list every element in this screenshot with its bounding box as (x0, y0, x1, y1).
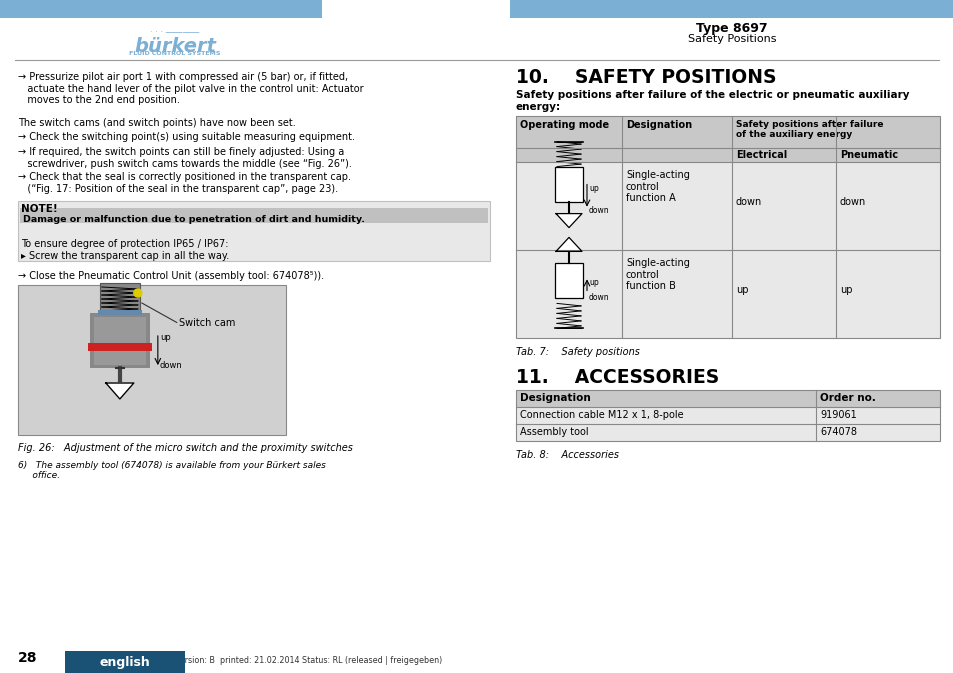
Polygon shape (556, 238, 581, 252)
Bar (65, 651, 185, 673)
Text: down: down (160, 361, 182, 369)
Text: Designation: Designation (519, 393, 590, 403)
Bar (90, 313, 150, 368)
Text: Connection cable M12 x 1, 8-pole: Connection cable M12 x 1, 8-pole (519, 410, 683, 420)
Text: 11.    ACCESSORIES: 11. ACCESSORIES (516, 368, 719, 387)
Text: up: up (840, 285, 852, 295)
Text: up: up (735, 285, 748, 295)
Text: up: up (588, 184, 598, 192)
Text: down: down (735, 197, 761, 207)
Bar (18, 201, 490, 261)
Text: Single-acting
control
function B: Single-acting control function B (625, 258, 689, 291)
Bar (555, 263, 582, 298)
Bar (516, 250, 939, 338)
Text: Damage or malfunction due to penetration of dirt and humidity.: Damage or malfunction due to penetration… (23, 215, 365, 224)
Text: up: up (588, 279, 598, 287)
Text: Fig. 26:   Adjustment of the micro switch and the proximity switches: Fig. 26: Adjustment of the micro switch … (18, 443, 353, 453)
Bar (18, 285, 286, 435)
Text: Safety positions after failure of the electric or pneumatic auxiliary
energy:: Safety positions after failure of the el… (516, 90, 908, 112)
Text: bürkert: bürkert (133, 37, 215, 56)
Text: Electrical: Electrical (735, 150, 786, 160)
Bar (88, 343, 152, 351)
Bar (0, 0, 322, 18)
Text: To ensure degree of protection IP65 / IP67:
▸ Screw the transparent cap in all t: To ensure degree of protection IP65 / IP… (21, 239, 229, 260)
Text: → Close the Pneumatic Control Unit (assembly tool: 674078⁵)).: → Close the Pneumatic Control Unit (asse… (18, 271, 324, 281)
Bar (516, 116, 939, 148)
Circle shape (133, 289, 142, 297)
Text: down: down (588, 293, 609, 302)
Text: → If required, the switch points can still be finely adjusted: Using a
   screwd: → If required, the switch points can sti… (18, 147, 352, 169)
Text: FLUID CONTROL SYSTEMS: FLUID CONTROL SYSTEMS (129, 51, 220, 56)
Bar (516, 390, 939, 441)
Bar (516, 116, 939, 338)
Polygon shape (106, 383, 133, 399)
Text: 10.    SAFETY POSITIONS: 10. SAFETY POSITIONS (516, 68, 776, 87)
Polygon shape (556, 213, 581, 227)
Text: Switch cam: Switch cam (178, 318, 235, 328)
Text: 674078: 674078 (820, 427, 856, 437)
Text: Tab. 7:    Safety positions: Tab. 7: Safety positions (516, 347, 639, 357)
Bar (516, 148, 939, 162)
Text: MAN  1000189685  ML  Version: B  printed: 21.02.2014 Status: RL (released | frei: MAN 1000189685 ML Version: B printed: 21… (80, 656, 442, 665)
Bar (555, 167, 582, 202)
Text: · · · ――――: · · · ―――― (151, 28, 199, 37)
Bar (98, 310, 142, 315)
Text: Safety positions after failure
of the auxiliary energy: Safety positions after failure of the au… (735, 120, 882, 139)
Text: The switch cams (and switch points) have now been set.: The switch cams (and switch points) have… (18, 118, 295, 128)
Bar (100, 283, 140, 313)
Text: Order no.: Order no. (820, 393, 875, 403)
Bar (516, 162, 939, 250)
Bar (93, 317, 146, 365)
Text: → Check that the seal is correctly positioned in the transparent cap.
   (“Fig. : → Check that the seal is correctly posit… (18, 172, 351, 194)
Text: Operating mode: Operating mode (519, 120, 608, 130)
Text: NOTE!: NOTE! (21, 204, 58, 214)
Text: Type 8697: Type 8697 (696, 22, 767, 35)
Text: 28: 28 (18, 651, 38, 665)
Text: down: down (840, 197, 865, 207)
Bar (516, 424, 939, 441)
Text: Safety Positions: Safety Positions (687, 34, 776, 44)
Bar (510, 0, 953, 18)
Text: → Pressurize pilot air port 1 with compressed air (5 bar) or, if fitted,
   actu: → Pressurize pilot air port 1 with compr… (18, 72, 363, 105)
Text: 6)   The assembly tool (674078) is available from your Bürkert sales
     office: 6) The assembly tool (674078) is availab… (18, 461, 326, 481)
Text: Tab. 8:    Accessories: Tab. 8: Accessories (516, 450, 618, 460)
Text: Pneumatic: Pneumatic (840, 150, 897, 160)
Bar (516, 407, 939, 424)
Text: down: down (588, 205, 609, 215)
Text: Designation: Designation (625, 120, 691, 130)
Text: 919061: 919061 (820, 410, 856, 420)
Text: Single-acting
control
function A: Single-acting control function A (625, 170, 689, 203)
Text: Assembly tool: Assembly tool (519, 427, 588, 437)
Bar (20, 208, 488, 223)
Text: up: up (160, 334, 171, 343)
Text: english: english (99, 656, 151, 669)
Text: → Check the switching point(s) using suitable measuring equipment.: → Check the switching point(s) using sui… (18, 132, 355, 142)
Bar (516, 390, 939, 407)
